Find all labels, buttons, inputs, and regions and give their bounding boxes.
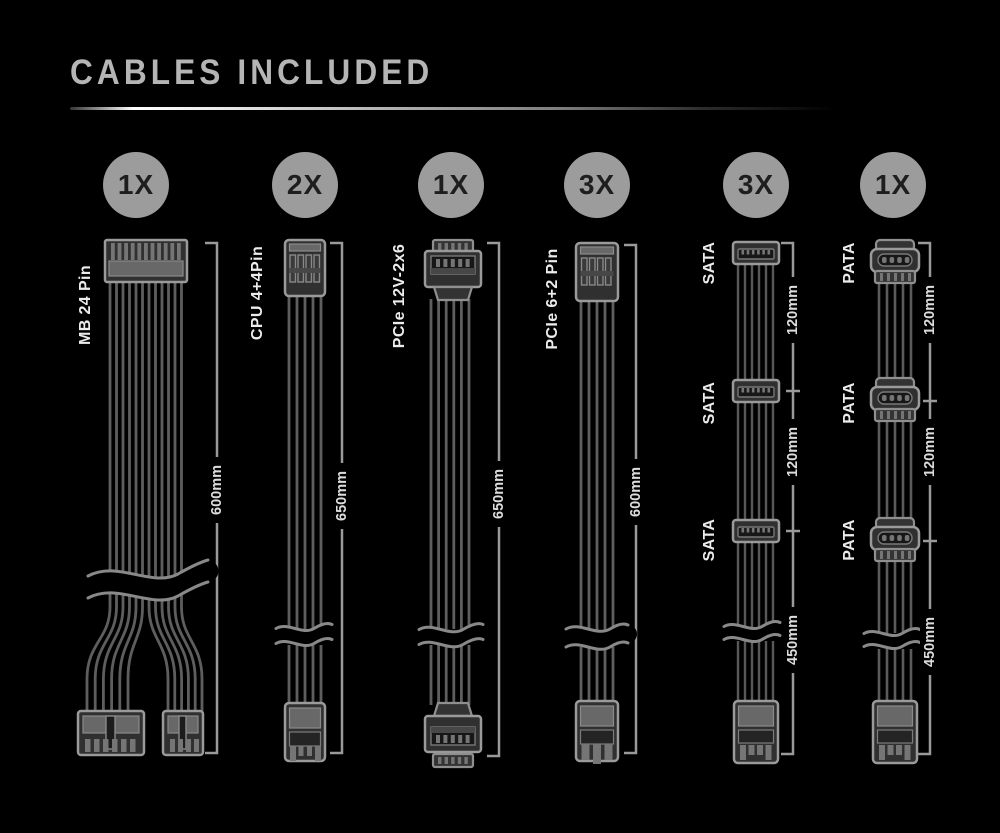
wires [736,247,775,703]
cable-break [411,622,491,649]
connector-label: SATA [701,241,718,285]
wires [287,293,323,707]
count-badge: 1X [418,152,484,218]
page-title: CABLES INCLUDED [70,52,434,92]
segment-length: 120mm [920,277,940,343]
connector-label: PATA [841,519,858,561]
cable-length: 600mm [626,459,646,525]
mb-24-pin-cable-graphic [76,238,219,757]
measure-ticks [786,389,800,533]
bottom-connector-12v-2x6 [423,701,483,769]
sata-connector-1 [731,240,781,266]
measure-bracket [918,241,932,756]
top-connector-24pin [103,238,189,284]
split-wires [85,587,204,713]
count-badge: 2X [272,152,338,218]
cable-length: 650mm [489,461,509,527]
top-connector-8pin [283,238,327,298]
count-text: 1X [117,169,155,200]
count-badge: 3X [723,152,789,218]
count-text: 3X [737,169,775,200]
wires [877,245,913,703]
top-connector-12v-2x6 [423,238,483,302]
top-connector-6-2pin [574,241,620,303]
segment-length: 450mm [920,609,940,675]
measure-ticks [923,399,937,543]
pata-connector-1 [869,238,921,285]
measure-bracket [781,241,795,756]
cable-break [268,622,340,647]
segment-length: 120mm [783,419,803,485]
pcie-6-2-cable-graphic [557,241,638,764]
bottom-connector-6-2pin [574,699,620,764]
count-text: 1X [432,169,470,200]
sata-cable-graphic [717,240,800,765]
connector-label: PATA [841,382,858,424]
cable-label: MB 24 Pin [77,264,94,346]
connector-label: PATA [841,242,858,284]
sata-connector-3 [731,518,781,544]
cable-length: 600mm [207,457,227,523]
wires [579,299,615,705]
count-text: 3X [578,169,616,200]
bottom-connector-left [76,709,146,757]
pata-connector-2 [869,376,921,423]
pata-cable-graphic [857,238,937,765]
cable-label: PCIe 12V-2x6 [391,243,408,349]
cable-label: PCIe 6+2 Pin [544,248,561,350]
cable-sleeve-band [77,558,219,602]
ribbon-wires [108,280,183,591]
connector-label: SATA [701,518,718,562]
segment-length: 120mm [783,277,803,343]
header-divider [70,107,860,110]
connector-label: SATA [701,381,718,425]
bottom-connector-8pin [283,701,327,763]
cable-break [717,620,787,643]
bottom-connector-right [161,709,205,757]
segment-length: 120mm [920,419,940,485]
cable-break [557,622,637,651]
bottom-connector-psu-side [871,699,919,765]
count-text: 2X [286,169,324,200]
cable-length: 650mm [332,463,352,529]
sata-connector-2 [731,378,781,404]
pata-connector-3 [869,516,921,563]
segment-length: 450mm [783,607,803,673]
cable-break [857,627,927,650]
count-text: 1X [874,169,912,200]
pcie-12v-2x6-cable-graphic [411,238,501,769]
bottom-connector-psu-side [732,699,780,765]
count-badge: 1X [860,152,926,218]
cpu-cable-graphic [268,238,344,763]
wires [429,299,471,705]
count-badge: 3X [564,152,630,218]
cable-label: CPU 4+4Pin [249,245,266,341]
count-badge: 1X [103,152,169,218]
